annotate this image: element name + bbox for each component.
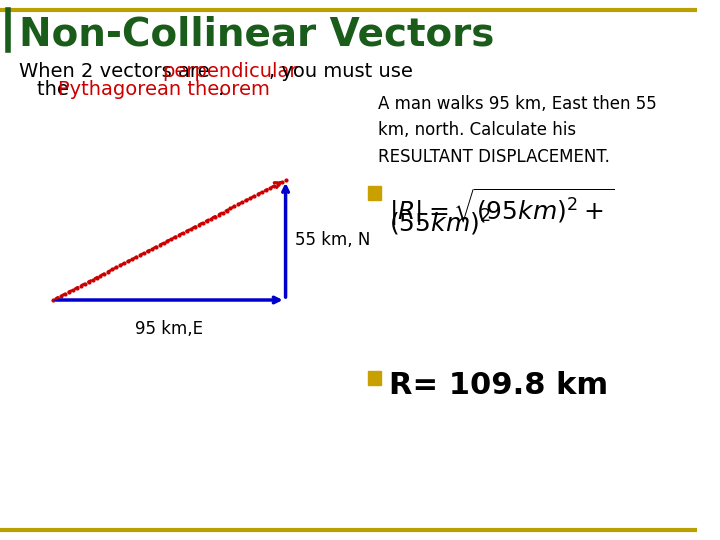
FancyBboxPatch shape [368,371,382,385]
Text: $(55km)^2$: $(55km)^2$ [389,208,491,238]
Text: 55 km, N: 55 km, N [295,231,371,249]
Text: 95 km,E: 95 km,E [135,320,204,338]
Text: Pythagorean theorem: Pythagorean theorem [58,80,270,99]
Text: $|R|=\sqrt{(95km)^2 +}$: $|R|=\sqrt{(95km)^2 +}$ [389,186,614,227]
Text: Non-Collinear Vectors: Non-Collinear Vectors [19,16,495,54]
Text: , you must use: , you must use [269,62,413,81]
Text: A man walks 95 km, East then 55
km, north. Calculate his
RESULTANT DISPLACEMENT.: A man walks 95 km, East then 55 km, nort… [377,95,657,166]
Text: When 2 vectors are: When 2 vectors are [19,62,216,81]
Text: perpendicular: perpendicular [163,62,298,81]
FancyBboxPatch shape [368,186,382,200]
Text: .: . [218,80,224,99]
Text: R= 109.8 km: R= 109.8 km [389,371,608,400]
Text: the: the [37,80,75,99]
